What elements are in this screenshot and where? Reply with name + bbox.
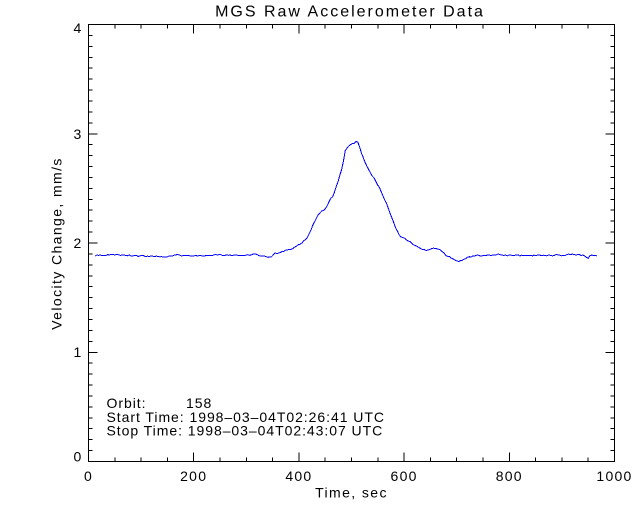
svg-text:Stop Time: 1998–03–04T02:43:07: Stop Time: 1998–03–04T02:43:07 UTC <box>107 423 384 439</box>
svg-text:Velocity Change, mm/s: Velocity Change, mm/s <box>49 157 65 330</box>
svg-text:400: 400 <box>285 468 312 484</box>
svg-text:800: 800 <box>496 468 523 484</box>
svg-text:Start Time: 1998–03–04T02:26:4: Start Time: 1998–03–04T02:26:41 UTC <box>107 409 385 425</box>
svg-text:Time, sec: Time, sec <box>315 485 388 501</box>
svg-text:200: 200 <box>180 468 207 484</box>
svg-text:Orbit:: Orbit: <box>107 395 147 411</box>
svg-text:600: 600 <box>391 468 418 484</box>
svg-text:MGS Raw Accelerometer Data: MGS Raw Accelerometer Data <box>215 4 485 21</box>
svg-text:4: 4 <box>73 20 82 36</box>
svg-text:158: 158 <box>186 395 212 411</box>
svg-text:2: 2 <box>73 235 82 251</box>
svg-text:1000: 1000 <box>596 468 632 484</box>
svg-text:3: 3 <box>73 126 82 142</box>
svg-text:0: 0 <box>84 468 93 484</box>
svg-text:0: 0 <box>73 449 82 465</box>
svg-text:1: 1 <box>73 344 82 360</box>
